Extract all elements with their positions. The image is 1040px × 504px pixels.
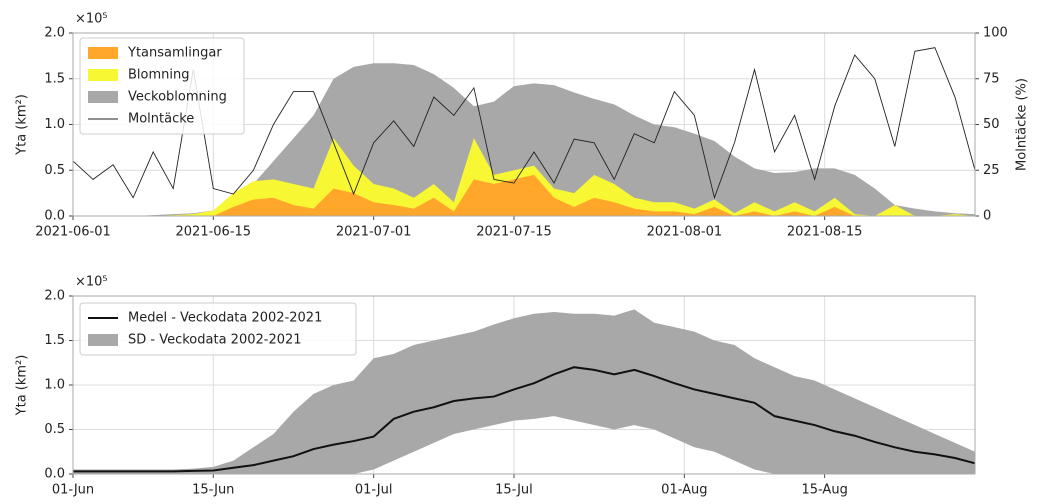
subplot: 0.0 0.5 1.0 1.5 2.0 2021-06-01 2021-06-15 2021-… [15,12,1030,240]
y-tick-label: 2.0 [44,26,65,41]
y-tick-label: 0.0 [44,209,65,224]
y-axis-label: Yta (km²) [15,94,30,156]
x-tick-label: 2021-08-01 [647,225,723,240]
legend-label: Blomning [128,68,190,83]
legend-label: Molntäcke [128,112,194,127]
subplot: 0.0 0.5 1.0 1.5 2.0 01-Jun 15-Jun 01-Jul 15-Jul 0… [15,275,976,498]
x-tick-label: 15-Aug [801,483,847,498]
offset-label: ×10⁵ [75,275,108,290]
x-tick-label: 2021-07-01 [336,225,412,240]
plot-frame [72,32,976,217]
x-tick-label: 15-Jul [495,483,533,498]
y-tick-label: 1.0 [44,117,65,132]
y-tick-label: 1.5 [44,71,65,86]
y2-tick-label: 0 [983,209,991,224]
y-tick-label: 1.0 [44,378,65,393]
legend-swatch [88,47,118,59]
y-tick-label: 1.5 [44,333,65,348]
y-axis-label: Yta (km²) [15,355,30,417]
y2-axis-label: Molntäcke (%) [1015,78,1030,171]
y-tick-label: 2.0 [44,289,65,304]
area [73,174,975,216]
offset-label: ×10⁵ [75,12,108,27]
y-tick-label: 0.5 [44,163,65,178]
legend-label: SD - Veckodata 2002-2021 [128,333,302,348]
y-tick-label: 0.5 [44,422,65,437]
x-tick-label: 01-Aug [661,483,707,498]
legend-label: Veckoblomning [128,90,227,105]
y2-tick-label: 25 [983,163,1000,178]
y2-tick-label: 50 [983,117,1000,132]
legend-box [79,37,245,135]
plot-frame [72,295,976,475]
x-tick-label: 2021-06-15 [176,225,252,240]
y-tick-label: 0.0 [44,467,65,482]
legend-box [79,302,357,356]
x-tick-label: 15-Jun [192,483,234,498]
legend-swatch [88,91,118,103]
x-tick-label: 01-Jul [355,483,393,498]
legend-label: Ytansamlingar [127,46,222,61]
line [73,366,976,473]
x-tick-label: 2021-07-15 [476,225,552,240]
x-tick-label: 01-Jun [52,483,94,498]
legend-label: Medel - Veckodata 2002-2021 [128,311,322,326]
x-tick-label: 2021-08-15 [787,225,863,240]
legend-swatch [88,334,118,346]
x-tick-label: 2021-06-01 [35,225,111,240]
y2-tick-label: 100 [983,26,1008,41]
y2-tick-label: 75 [983,71,1000,86]
line [72,47,976,200]
area [73,63,975,216]
sd-band [73,309,975,474]
legend-swatch [88,69,118,81]
